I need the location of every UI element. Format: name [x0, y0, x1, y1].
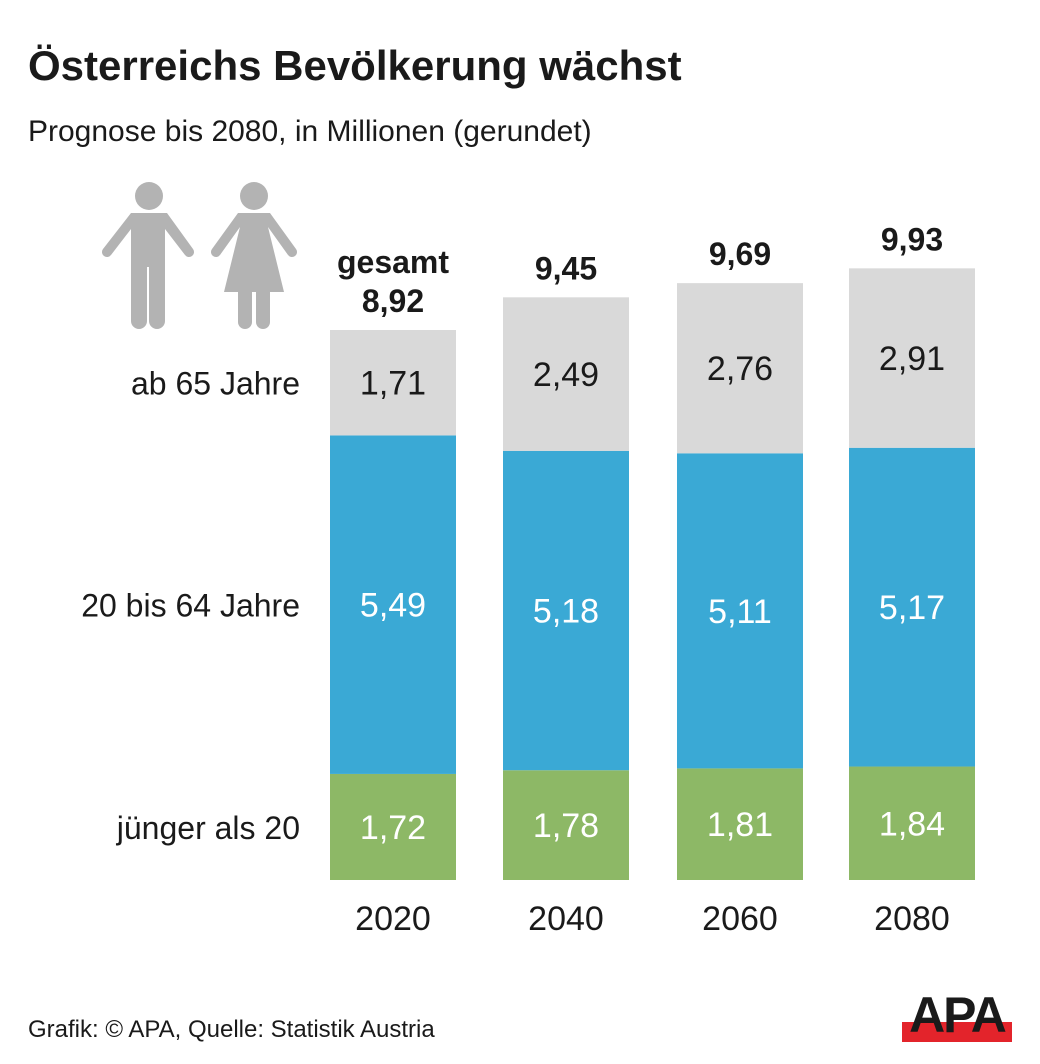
total-prefix-label: gesamt: [337, 244, 449, 280]
man-icon: [102, 182, 194, 329]
bar-segment: [849, 766, 975, 880]
total-label: 9,45: [535, 250, 597, 286]
data-label: 5,17: [879, 589, 945, 627]
bar-segment: [330, 773, 456, 880]
bar-segment: [330, 435, 456, 774]
data-label: 5,49: [360, 587, 426, 625]
data-label: 1,78: [533, 807, 599, 845]
x-tick-label: 2020: [355, 900, 431, 938]
series-label: ab 65 Jahre: [131, 366, 300, 402]
bar-segment: [677, 283, 803, 454]
data-label: 1,84: [879, 805, 945, 843]
data-label: 5,11: [708, 593, 772, 631]
bar-segment: [330, 329, 456, 436]
series-label: 20 bis 64 Jahre: [81, 588, 300, 624]
bar-segment: [503, 450, 629, 771]
bar-segment: [849, 268, 975, 448]
bar-segment: [677, 768, 803, 880]
footer-source: Grafik: © APA, Quelle: Statistik Austria: [28, 1016, 435, 1043]
total-label: 9,69: [709, 236, 771, 272]
data-label: 1,81: [707, 806, 773, 844]
data-label: 5,18: [533, 593, 599, 631]
data-label: 2,76: [707, 350, 773, 388]
bar-segment: [503, 770, 629, 880]
x-tick-label: 2060: [702, 900, 778, 938]
series-label: jünger als 20: [116, 810, 300, 846]
bar-segment: [677, 453, 803, 769]
bar-segment: [849, 447, 975, 767]
data-label: 1,72: [360, 809, 426, 847]
x-tick-label: 2080: [874, 900, 950, 938]
data-label: 1,71: [360, 365, 426, 403]
x-tick-label: 2040: [528, 900, 604, 938]
total-label: 8,92: [362, 283, 424, 319]
total-label: 9,93: [881, 221, 943, 257]
apa-logo: APA: [902, 987, 1012, 1043]
data-label: 2,49: [533, 356, 599, 394]
chart-title: Österreichs Bevölkerung wächst: [28, 42, 682, 89]
bar-segment: [503, 297, 629, 451]
data-label: 2,91: [879, 340, 945, 378]
chart-subtitle: Prognose bis 2080, in Millionen (gerunde…: [28, 115, 592, 148]
svg-text:APA: APA: [909, 987, 1006, 1043]
woman-icon: [211, 182, 297, 329]
